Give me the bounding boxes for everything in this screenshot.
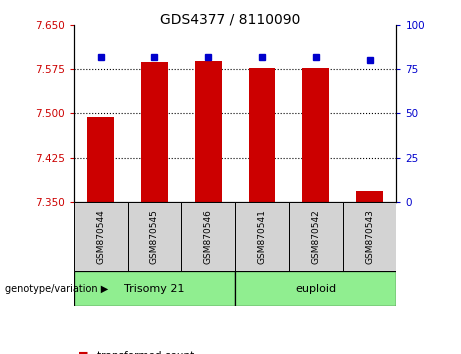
Text: GSM870541: GSM870541 [258,209,266,264]
Text: transformed count: transformed count [97,351,194,354]
Bar [248,68,275,202]
Bar [141,62,168,202]
Bar [302,68,329,202]
Text: GSM870546: GSM870546 [204,209,213,264]
Text: Trisomy 21: Trisomy 21 [124,284,185,293]
Text: GSM870545: GSM870545 [150,209,159,264]
Bar [343,202,396,271]
Text: GSM870542: GSM870542 [311,209,320,264]
Bar [235,202,289,271]
Bar [235,271,396,306]
Bar [356,191,383,202]
Bar [195,61,222,202]
Text: genotype/variation ▶: genotype/variation ▶ [5,284,108,293]
Bar [181,202,235,271]
Bar [74,202,128,271]
Bar [74,271,235,306]
Text: GSM870543: GSM870543 [365,209,374,264]
Bar [128,202,181,271]
Text: GDS4377 / 8110090: GDS4377 / 8110090 [160,12,301,27]
Text: GSM870544: GSM870544 [96,209,105,264]
Text: ■: ■ [78,351,89,354]
Text: euploid: euploid [295,284,337,293]
Bar [87,118,114,202]
Bar [289,202,343,271]
